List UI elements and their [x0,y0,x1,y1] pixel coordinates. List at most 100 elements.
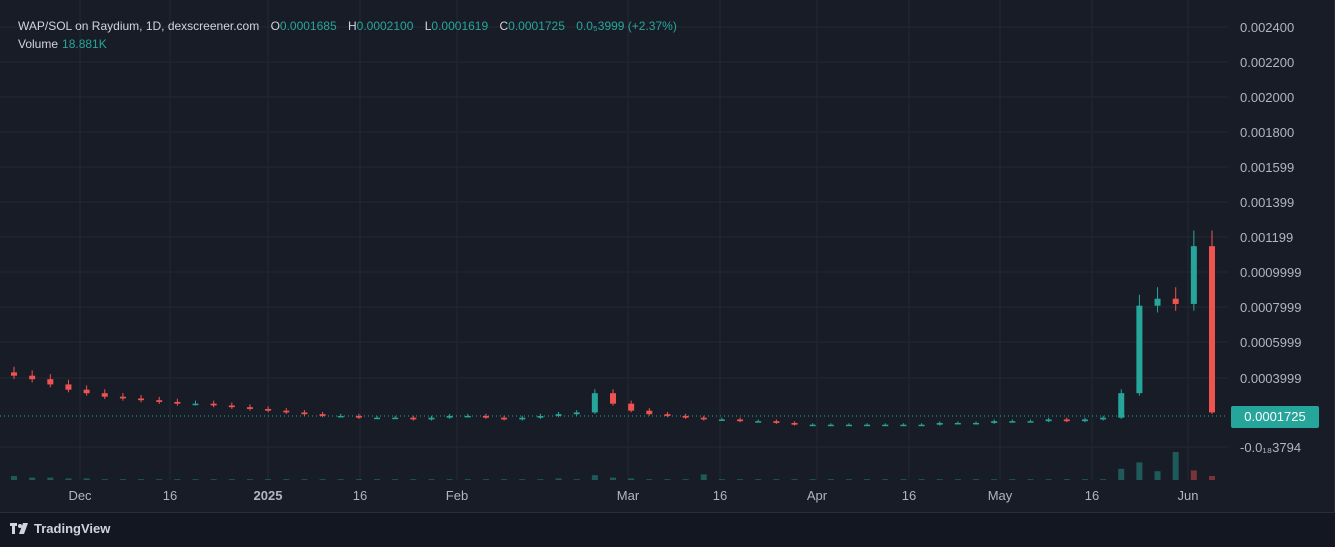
candle-body [501,417,508,420]
volume-bar [228,479,235,480]
volume-bar [319,479,326,480]
y-tick-label: 0.001599 [1240,160,1294,175]
candle-body [591,393,598,413]
volume-bar [392,479,399,480]
volume-bar [845,479,852,480]
candle-body [119,396,126,399]
volume-bar [664,479,671,480]
low-label: L [424,19,432,33]
candle-body [628,403,635,411]
candle-body [519,417,526,420]
volume-legend: Volume 18.881K [18,37,107,51]
candle-body [991,421,998,423]
volume-bar [718,479,725,480]
x-tick-label: 2025 [254,488,283,503]
last-price-tag: 0.0001725 [1231,406,1319,428]
volume-bar [882,479,889,480]
volume-bar [555,478,562,480]
volume-bar [192,479,199,480]
y-tick-label: 0.002400 [1240,20,1294,35]
candle-body [192,403,199,406]
candle-body [11,372,17,376]
volume-bar [355,479,362,480]
candle-body [646,410,653,415]
volume-bar [1190,470,1197,480]
candle-body [337,415,344,418]
price-chart[interactable]: 0.002400 0.002200 0.002000 0.001800 0.001599… [0,0,1335,513]
volume-bar [83,478,90,480]
candle-body [29,375,36,380]
candle-body [1081,419,1088,422]
candle-body [555,414,562,416]
volume-bar [1136,462,1143,480]
candle-body [374,417,381,420]
candle-body [47,379,54,385]
ohlc-legend: WAP/SOL on Raydium, 1D, dexscreener.com … [18,19,677,33]
volume-bar [210,479,217,480]
candle-body [83,389,90,394]
volume-bar [1045,479,1052,480]
candle-body [1027,421,1034,423]
x-tick-label: Apr [807,488,828,503]
volume-bar [519,479,526,480]
volume-bar [1172,452,1179,480]
volume-bar [410,479,417,480]
volume-bar [1118,468,1125,480]
y-tick-label: 0.001199 [1240,230,1293,245]
volume-bar [791,479,798,480]
volume-bar [537,479,544,480]
candle-body [936,422,943,425]
volume-bar [936,479,943,480]
candle-body [138,398,145,401]
candle-body [283,410,290,413]
volume-bar [482,479,489,480]
volume-bar [1063,479,1070,480]
candle-body [755,421,762,423]
x-tick-label: May [988,488,1013,503]
x-tick-label: Mar [617,488,640,503]
candle-body [156,400,163,402]
high-value: 0.0002100 [356,19,414,33]
candle-body [1063,419,1070,422]
candle-body [446,415,453,418]
volume-bar [918,479,925,480]
volume-bar [973,479,980,480]
candle-body [1209,246,1215,413]
candle-body [791,422,798,425]
close-label: C [499,19,509,33]
candle-body [573,412,580,415]
x-tick-label: Dec [68,488,92,503]
candle-body [392,417,399,420]
tradingview-icon [10,523,28,534]
x-tick-label: 16 [353,488,367,503]
open-label: O [270,19,280,33]
volume-bar [991,479,998,480]
volume-bar [737,479,744,480]
volume-label: Volume [18,37,59,51]
volume-bar [246,479,253,480]
volume-bar [1154,471,1161,480]
volume-bar [156,479,163,480]
candle-body [827,424,834,427]
candle-body [1100,417,1107,420]
volume-bar [29,477,36,480]
candle-body [1118,393,1125,418]
candle-body [845,424,852,427]
candle-body [228,405,235,408]
volume-bar [337,479,344,480]
volume-bar [809,479,816,480]
volume-value: 18.881K [62,37,107,51]
candle-body [319,414,326,416]
candle-body [355,415,362,418]
chart-pane[interactable]: 0.002400 0.002200 0.002000 0.001800 0.001599… [0,0,1335,513]
x-tick-label: 16 [1085,488,1099,503]
volume-bar [47,477,54,480]
open-value: 0.0001685 [279,19,337,33]
y-tick-label: 0.0007999 [1240,300,1301,315]
volume-bar [428,479,435,480]
brand-name: TradingView [34,521,111,536]
volume-bar [573,479,580,480]
tradingview-logo[interactable]: TradingView [10,521,110,536]
volume-bar [591,475,598,480]
candle-body [65,384,72,390]
